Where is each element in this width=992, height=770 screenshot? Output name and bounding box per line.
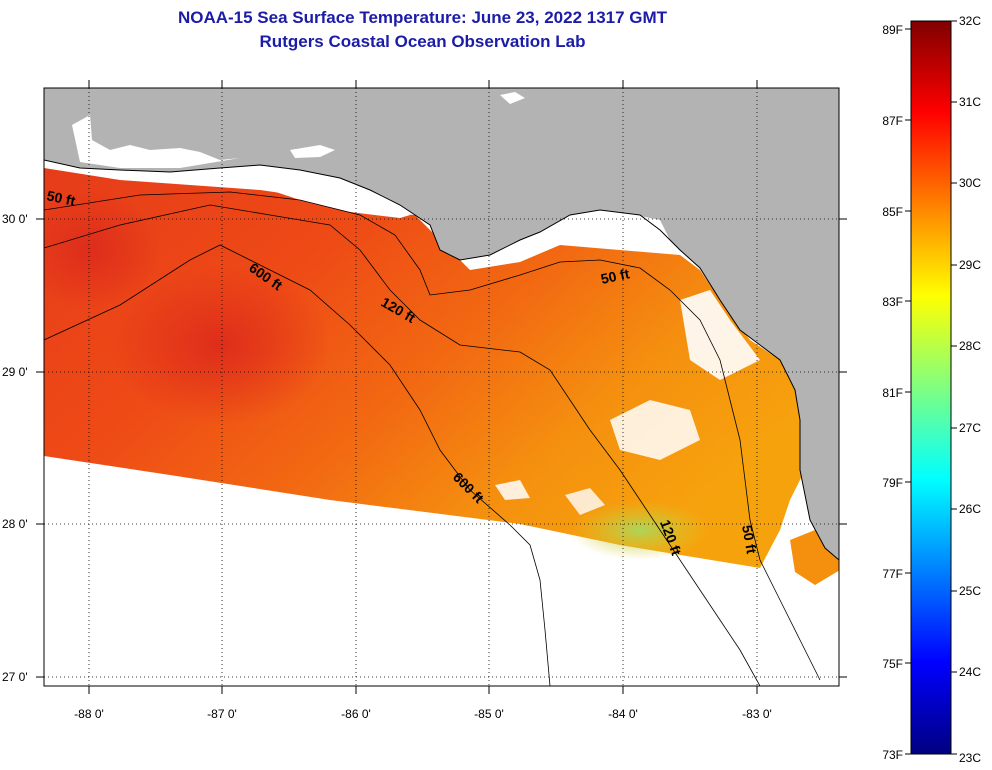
depth-label: 50 ft [45,187,77,209]
coastline [44,159,839,561]
map-frame [43,87,840,687]
lon-tick-label: -86 0' [341,707,371,721]
colorbar-c-label: 29C [959,258,981,272]
depth-label: 50 ft [599,265,631,287]
lon-tick-label: -85 0' [474,707,504,721]
colorbar-f-label: 77F [882,567,903,581]
lon-tick-label: -83 0' [742,707,772,721]
bay [290,145,335,158]
colorbar-f-label: 89F [882,23,903,37]
colorbar-f-label: 75F [882,657,903,671]
colorbar-c-label: 27C [959,421,981,435]
map-subtitle: Rutgers Coastal Ocean Observation Lab [259,32,586,51]
bay [500,92,525,104]
contour-50ft [44,191,821,681]
lat-tick-label: 27 0' [2,670,28,684]
graticule [44,88,839,686]
warm-core-west [44,190,160,310]
colorbar-c-label: 28C [959,339,981,353]
colorbar-f-label: 73F [882,748,903,762]
colorbar-c-label: 31C [959,95,981,109]
bay [270,190,410,218]
lon-tick-label: -84 0' [608,707,638,721]
colorbar-c-label: 24C [959,665,981,679]
lon-tick-label: -87 0' [207,707,237,721]
colorbar-f-label: 87F [882,114,903,128]
lat-tick-label: 29 0' [2,365,28,379]
colorbar-c-label: 32C [959,14,981,28]
land [44,88,839,560]
colorbar-f-label: 79F [882,476,903,490]
colorbar-f-label: 81F [882,386,903,400]
cool-patch [570,500,710,560]
colorbar-f-label: 85F [882,205,903,219]
cloud-patch [565,488,605,515]
contour-120ft [44,204,761,686]
colorbar: 89F 87F 85F 83F 81F 79F 77F 75F 73F 32C … [882,14,981,765]
lon-tick-label: -88 0' [74,707,104,721]
warm-core [110,265,330,425]
colorbar-f-label: 83F [882,295,903,309]
contour-600ft [44,244,551,686]
cloud-patch [495,480,530,500]
colorbar-c-label: 26C [959,502,981,516]
depth-label: 50 ft [739,524,760,555]
colorbar-c-label: 30C [959,176,981,190]
cloud-patch [610,400,700,460]
colorbar-c-label: 23C [959,751,981,765]
cloud-patch [680,290,760,380]
colorbar-c-label: 25C [959,584,981,598]
map-title: NOAA-15 Sea Surface Temperature: June 23… [177,8,668,27]
bay [72,115,240,168]
axis-ticks [36,80,847,694]
lat-tick-label: 28 0' [2,517,28,531]
lat-tick-label: 30 0' [2,212,28,226]
colorbar-gradient [911,21,951,754]
